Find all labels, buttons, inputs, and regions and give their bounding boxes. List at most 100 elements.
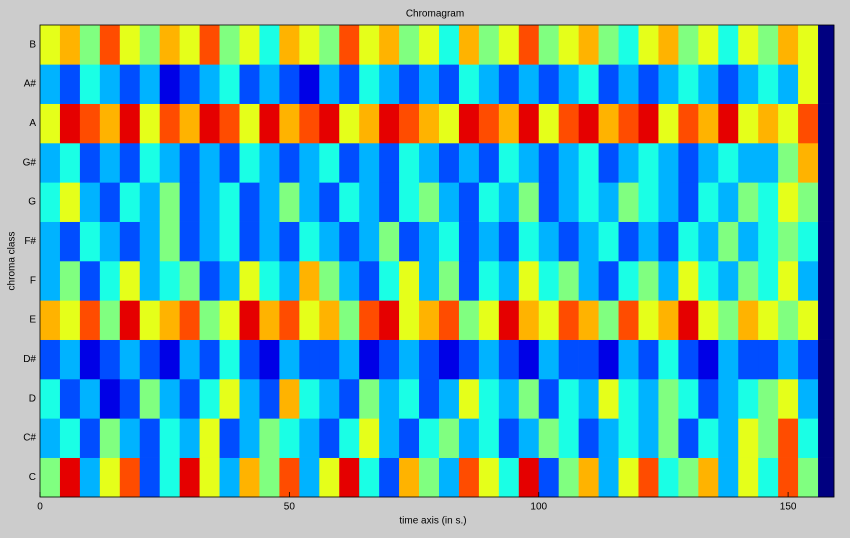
- heat-cell: [538, 379, 559, 419]
- heat-cell: [339, 261, 360, 301]
- heat-cell: [618, 25, 639, 65]
- heat-cell: [678, 64, 699, 104]
- y-tick-label: D#: [23, 354, 36, 365]
- heat-cell: [299, 300, 320, 340]
- heat-cell: [758, 418, 779, 458]
- heat-cell: [458, 457, 480, 498]
- heat-cell: [678, 143, 699, 183]
- heat-cell: [179, 418, 200, 458]
- heat-cell: [438, 300, 460, 340]
- heat-cell: [399, 64, 420, 104]
- heat-cell: [179, 379, 200, 419]
- heat-cell: [798, 418, 819, 458]
- heat-cell: [419, 339, 440, 380]
- heat-cell: [119, 221, 141, 262]
- heat-cell: [219, 418, 240, 458]
- y-tick-label: C: [29, 472, 36, 483]
- heat-cell: [339, 300, 360, 340]
- heat-cell: [538, 339, 559, 380]
- heat-cell: [498, 457, 520, 498]
- heat-cell: [179, 221, 200, 262]
- heat-cell: [219, 339, 240, 380]
- heat-cell: [139, 339, 160, 380]
- heat-cell: [79, 64, 101, 104]
- heat-cell: [798, 457, 819, 498]
- heat-cell: [538, 25, 559, 65]
- heat-cell: [578, 182, 599, 222]
- heat-cell: [738, 300, 759, 340]
- heat-cell: [379, 143, 400, 183]
- heat-cell: [798, 221, 819, 262]
- heat-cell: [658, 457, 679, 498]
- heat-cell: [379, 457, 400, 498]
- heat-cell: [419, 103, 440, 144]
- heat-cell: [239, 64, 260, 104]
- heat-cell: [618, 221, 639, 262]
- heat-cell: [558, 221, 579, 262]
- heat-cell: [179, 103, 200, 144]
- heat-cell: [718, 64, 739, 104]
- heat-cell: [319, 221, 340, 262]
- chart-title: Chromagram: [406, 9, 464, 20]
- heat-cell: [478, 300, 500, 340]
- heat-cell: [458, 143, 480, 183]
- heat-cell: [458, 103, 480, 144]
- heat-cell: [379, 261, 400, 301]
- heat-cell: [379, 300, 400, 340]
- heat-cell: [798, 300, 819, 340]
- heat-cell: [558, 25, 579, 65]
- heat-cell: [219, 64, 240, 104]
- heat-cell: [40, 64, 61, 104]
- heat-cell: [40, 143, 61, 183]
- heat-cell: [359, 300, 380, 340]
- heat-cell: [319, 379, 340, 419]
- heat-cell: [578, 64, 599, 104]
- heat-cell: [379, 182, 400, 222]
- heat-cell: [419, 182, 440, 222]
- heat-cell: [718, 457, 739, 498]
- heat-cell: [518, 182, 540, 222]
- heat-cell: [678, 25, 699, 65]
- heat-cell: [199, 300, 220, 340]
- heat-cell: [99, 143, 121, 183]
- heat-cell: [339, 103, 360, 144]
- heat-cell: [618, 379, 639, 419]
- heat-cell: [139, 182, 160, 222]
- heat-cell: [239, 339, 260, 380]
- heat-cell: [818, 339, 835, 380]
- heat-cell: [698, 418, 719, 458]
- heat-cell: [818, 457, 835, 498]
- heat-cell: [40, 182, 61, 222]
- heat-cell: [239, 103, 260, 144]
- heat-cell: [159, 182, 180, 222]
- heat-cell: [758, 261, 779, 301]
- heat-cell: [458, 418, 480, 458]
- heat-cell: [738, 103, 759, 144]
- heat-cell: [119, 418, 141, 458]
- heat-cell: [738, 182, 759, 222]
- heat-cell: [518, 418, 540, 458]
- heat-cell: [498, 300, 520, 340]
- heat-cell: [279, 221, 300, 262]
- heat-cell: [558, 457, 579, 498]
- heat-cell: [299, 418, 320, 458]
- heat-cell: [259, 261, 280, 301]
- heat-cell: [359, 379, 380, 419]
- heat-cell: [518, 457, 540, 498]
- heat-cell: [279, 103, 300, 144]
- heat-cell: [778, 103, 799, 144]
- heat-cell: [40, 221, 61, 262]
- heat-cell: [59, 64, 81, 104]
- heat-cell: [618, 261, 639, 301]
- heat-cell: [379, 339, 400, 380]
- heat-cell: [518, 379, 540, 419]
- y-tick-label: G: [28, 197, 36, 208]
- heat-cell: [798, 143, 819, 183]
- heat-cell: [119, 457, 141, 498]
- heat-cell: [538, 64, 559, 104]
- heat-cell: [59, 418, 81, 458]
- heat-cell: [478, 182, 500, 222]
- heat-cell: [578, 103, 599, 144]
- heat-cell: [818, 25, 835, 65]
